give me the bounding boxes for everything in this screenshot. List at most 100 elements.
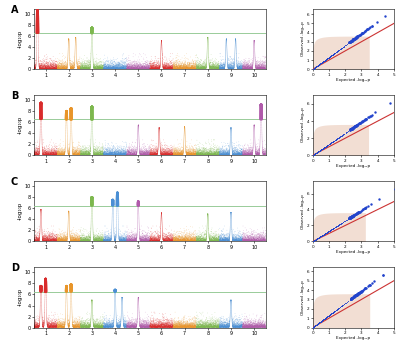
Point: [182, 323, 189, 329]
Point: [181, 227, 187, 233]
Point: [254, 322, 260, 328]
Point: [323, 230, 329, 236]
Point: [109, 151, 115, 156]
Point: [66, 148, 72, 153]
Point: [195, 64, 201, 69]
Point: [225, 237, 232, 243]
Point: [236, 66, 243, 71]
Point: [225, 323, 231, 329]
Point: [72, 56, 78, 61]
Point: [252, 238, 259, 243]
Point: [259, 65, 266, 71]
Point: [258, 319, 264, 324]
Point: [115, 144, 121, 150]
Point: [160, 324, 166, 330]
Point: [67, 234, 73, 239]
Point: [183, 237, 189, 243]
Point: [199, 150, 205, 156]
Point: [116, 237, 122, 243]
Point: [145, 66, 152, 72]
Point: [80, 152, 86, 157]
Point: [214, 152, 221, 157]
Point: [61, 322, 67, 327]
Point: [310, 152, 317, 157]
Point: [112, 288, 118, 294]
Point: [188, 65, 195, 71]
Point: [62, 236, 69, 241]
Point: [97, 314, 104, 320]
Point: [74, 66, 81, 71]
Point: [150, 147, 157, 152]
Point: [260, 151, 267, 156]
Point: [203, 237, 209, 242]
Point: [88, 105, 95, 111]
Point: [164, 150, 171, 156]
Point: [168, 59, 174, 64]
Point: [169, 234, 176, 240]
Point: [312, 323, 319, 328]
Point: [136, 311, 142, 317]
Point: [41, 237, 48, 242]
Point: [227, 318, 233, 324]
Point: [191, 151, 198, 156]
Point: [85, 149, 92, 154]
Point: [48, 237, 55, 243]
Point: [188, 237, 195, 243]
Point: [323, 57, 330, 62]
Point: [77, 321, 84, 327]
Point: [252, 323, 258, 328]
Point: [242, 64, 248, 69]
Point: [98, 318, 104, 324]
Point: [240, 323, 247, 329]
Point: [252, 151, 259, 156]
Point: [162, 150, 168, 155]
Point: [313, 150, 319, 156]
Point: [130, 152, 137, 157]
Point: [33, 145, 40, 150]
Point: [188, 324, 195, 330]
Point: [181, 323, 187, 329]
Point: [207, 234, 214, 240]
Point: [224, 43, 230, 48]
Point: [125, 237, 131, 242]
Point: [310, 324, 317, 330]
Point: [146, 150, 153, 155]
Point: [201, 322, 208, 328]
Point: [120, 236, 126, 242]
Point: [97, 238, 104, 244]
Point: [89, 111, 96, 117]
Point: [222, 64, 228, 70]
Point: [316, 62, 322, 68]
Point: [177, 238, 184, 244]
Point: [184, 63, 190, 69]
Point: [89, 109, 96, 114]
Point: [33, 148, 40, 154]
Point: [209, 152, 215, 157]
Point: [245, 149, 251, 155]
Point: [242, 321, 249, 327]
Point: [182, 237, 189, 243]
Point: [199, 237, 206, 243]
Point: [316, 148, 322, 154]
Point: [236, 317, 243, 322]
Point: [71, 238, 77, 244]
Point: [133, 65, 140, 70]
Point: [148, 237, 154, 243]
Point: [112, 148, 118, 154]
Point: [226, 151, 232, 156]
Point: [144, 321, 150, 326]
Point: [66, 218, 72, 224]
Point: [244, 324, 250, 329]
Point: [98, 236, 104, 241]
Point: [315, 235, 321, 241]
Point: [178, 66, 184, 71]
Point: [136, 235, 143, 241]
Point: [62, 237, 68, 243]
Point: [184, 235, 190, 240]
Point: [70, 322, 77, 328]
Point: [67, 123, 74, 129]
Point: [114, 64, 120, 69]
Point: [39, 132, 45, 138]
Point: [86, 66, 92, 72]
Point: [126, 323, 132, 329]
